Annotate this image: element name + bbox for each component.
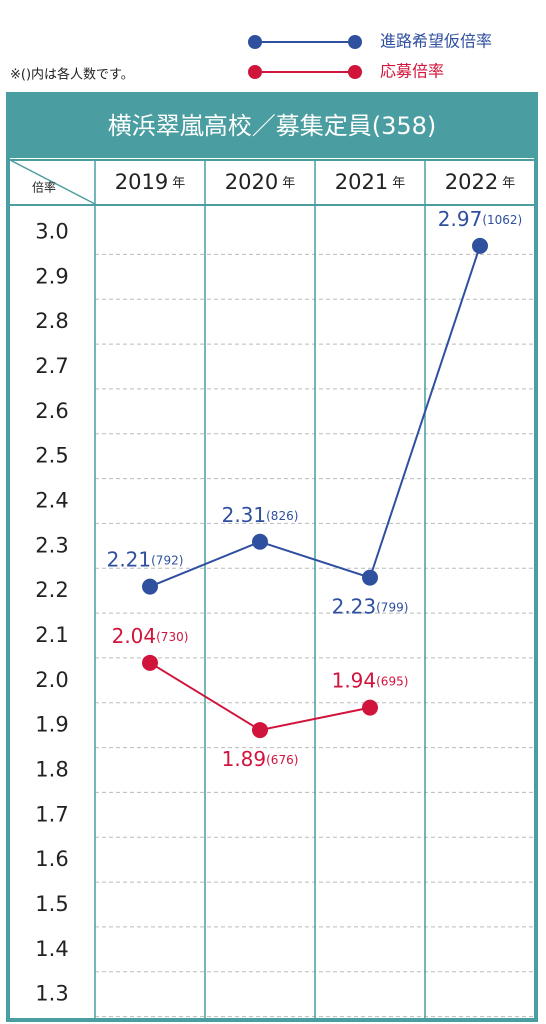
value: 2.31 — [222, 502, 267, 526]
point — [142, 578, 158, 595]
legend-label: 応募倍率 — [380, 62, 444, 81]
value: 1.94 — [332, 668, 377, 692]
x-tick-label: 2022 年 — [445, 170, 515, 194]
count: (826) — [266, 508, 298, 522]
x-tick-label: 2019 年 — [115, 170, 185, 194]
y-tick-label: 1.4 — [35, 937, 68, 961]
data-label: 2.97(1062) — [438, 206, 522, 230]
y-tick-label: 2.6 — [35, 399, 68, 423]
value: 1.89 — [222, 747, 267, 771]
year: 2020 — [225, 170, 278, 194]
x-tick-label: 2020 年 — [225, 170, 295, 194]
year-suffix: 年 — [282, 176, 295, 191]
legend-dot — [348, 65, 362, 79]
point — [472, 237, 488, 254]
y-tick-label: 2.1 — [35, 623, 68, 647]
chart-title: 横浜翠嵐高校／募集定員(358) — [108, 112, 437, 140]
y-tick-label: 2.7 — [35, 354, 68, 378]
header-diagonal — [9, 159, 96, 205]
y-tick-label: 2.4 — [35, 488, 68, 512]
count: (676) — [266, 753, 298, 767]
count: (799) — [376, 600, 408, 614]
note: ※()内は各人数です。 — [10, 67, 134, 83]
y-tick-label: 2.3 — [35, 533, 68, 557]
year: 2021 — [335, 170, 388, 194]
legend-dot — [348, 35, 362, 49]
y-header: 倍率 — [32, 180, 56, 195]
y-tick-label: 1.5 — [35, 892, 68, 916]
data-label: 1.94(695) — [332, 668, 409, 692]
title-band — [8, 94, 536, 158]
y-tick-label: 1.6 — [35, 847, 68, 871]
value: 2.04 — [112, 623, 157, 647]
y-tick-label: 2.0 — [35, 668, 68, 692]
count: (730) — [156, 629, 188, 643]
y-tick-label: 3.0 — [35, 219, 68, 243]
y-tick-label: 1.9 — [35, 713, 68, 737]
count: (695) — [376, 674, 408, 688]
count: (792) — [151, 553, 183, 567]
frame — [6, 92, 538, 1022]
year: 2019 — [115, 170, 168, 194]
value: 2.23 — [332, 594, 377, 618]
y-tick-label: 1.3 — [35, 982, 68, 1006]
y-tick-label: 2.8 — [35, 309, 68, 333]
x-tick-label: 2021 年 — [335, 170, 405, 194]
point — [362, 569, 378, 586]
count: (1062) — [482, 212, 522, 226]
value: 2.21 — [107, 547, 152, 571]
year-suffix: 年 — [502, 176, 515, 191]
data-label: 1.89(676) — [222, 747, 299, 771]
data-label: 2.31(826) — [222, 502, 299, 526]
y-tick-label: 1.7 — [35, 802, 68, 826]
data-label: 2.23(799) — [332, 594, 409, 618]
year-suffix: 年 — [172, 176, 185, 191]
point — [142, 654, 158, 671]
series-line — [149, 245, 481, 588]
point — [362, 699, 378, 716]
y-tick-label: 2.5 — [35, 444, 68, 468]
year-suffix: 年 — [392, 176, 405, 191]
y-tick-label: 1.8 — [35, 757, 68, 781]
data-label: 2.04(730) — [112, 623, 189, 647]
legend-label: 進路希望仮倍率 — [380, 32, 492, 51]
point — [252, 533, 268, 550]
year: 2022 — [445, 170, 498, 194]
point — [252, 722, 268, 739]
data-label: 2.21(792) — [107, 547, 184, 571]
y-tick-label: 2.2 — [35, 578, 68, 602]
legend-dot — [248, 65, 262, 79]
value: 2.97 — [438, 206, 483, 230]
legend-dot — [248, 35, 262, 49]
y-tick-label: 2.9 — [35, 264, 68, 288]
